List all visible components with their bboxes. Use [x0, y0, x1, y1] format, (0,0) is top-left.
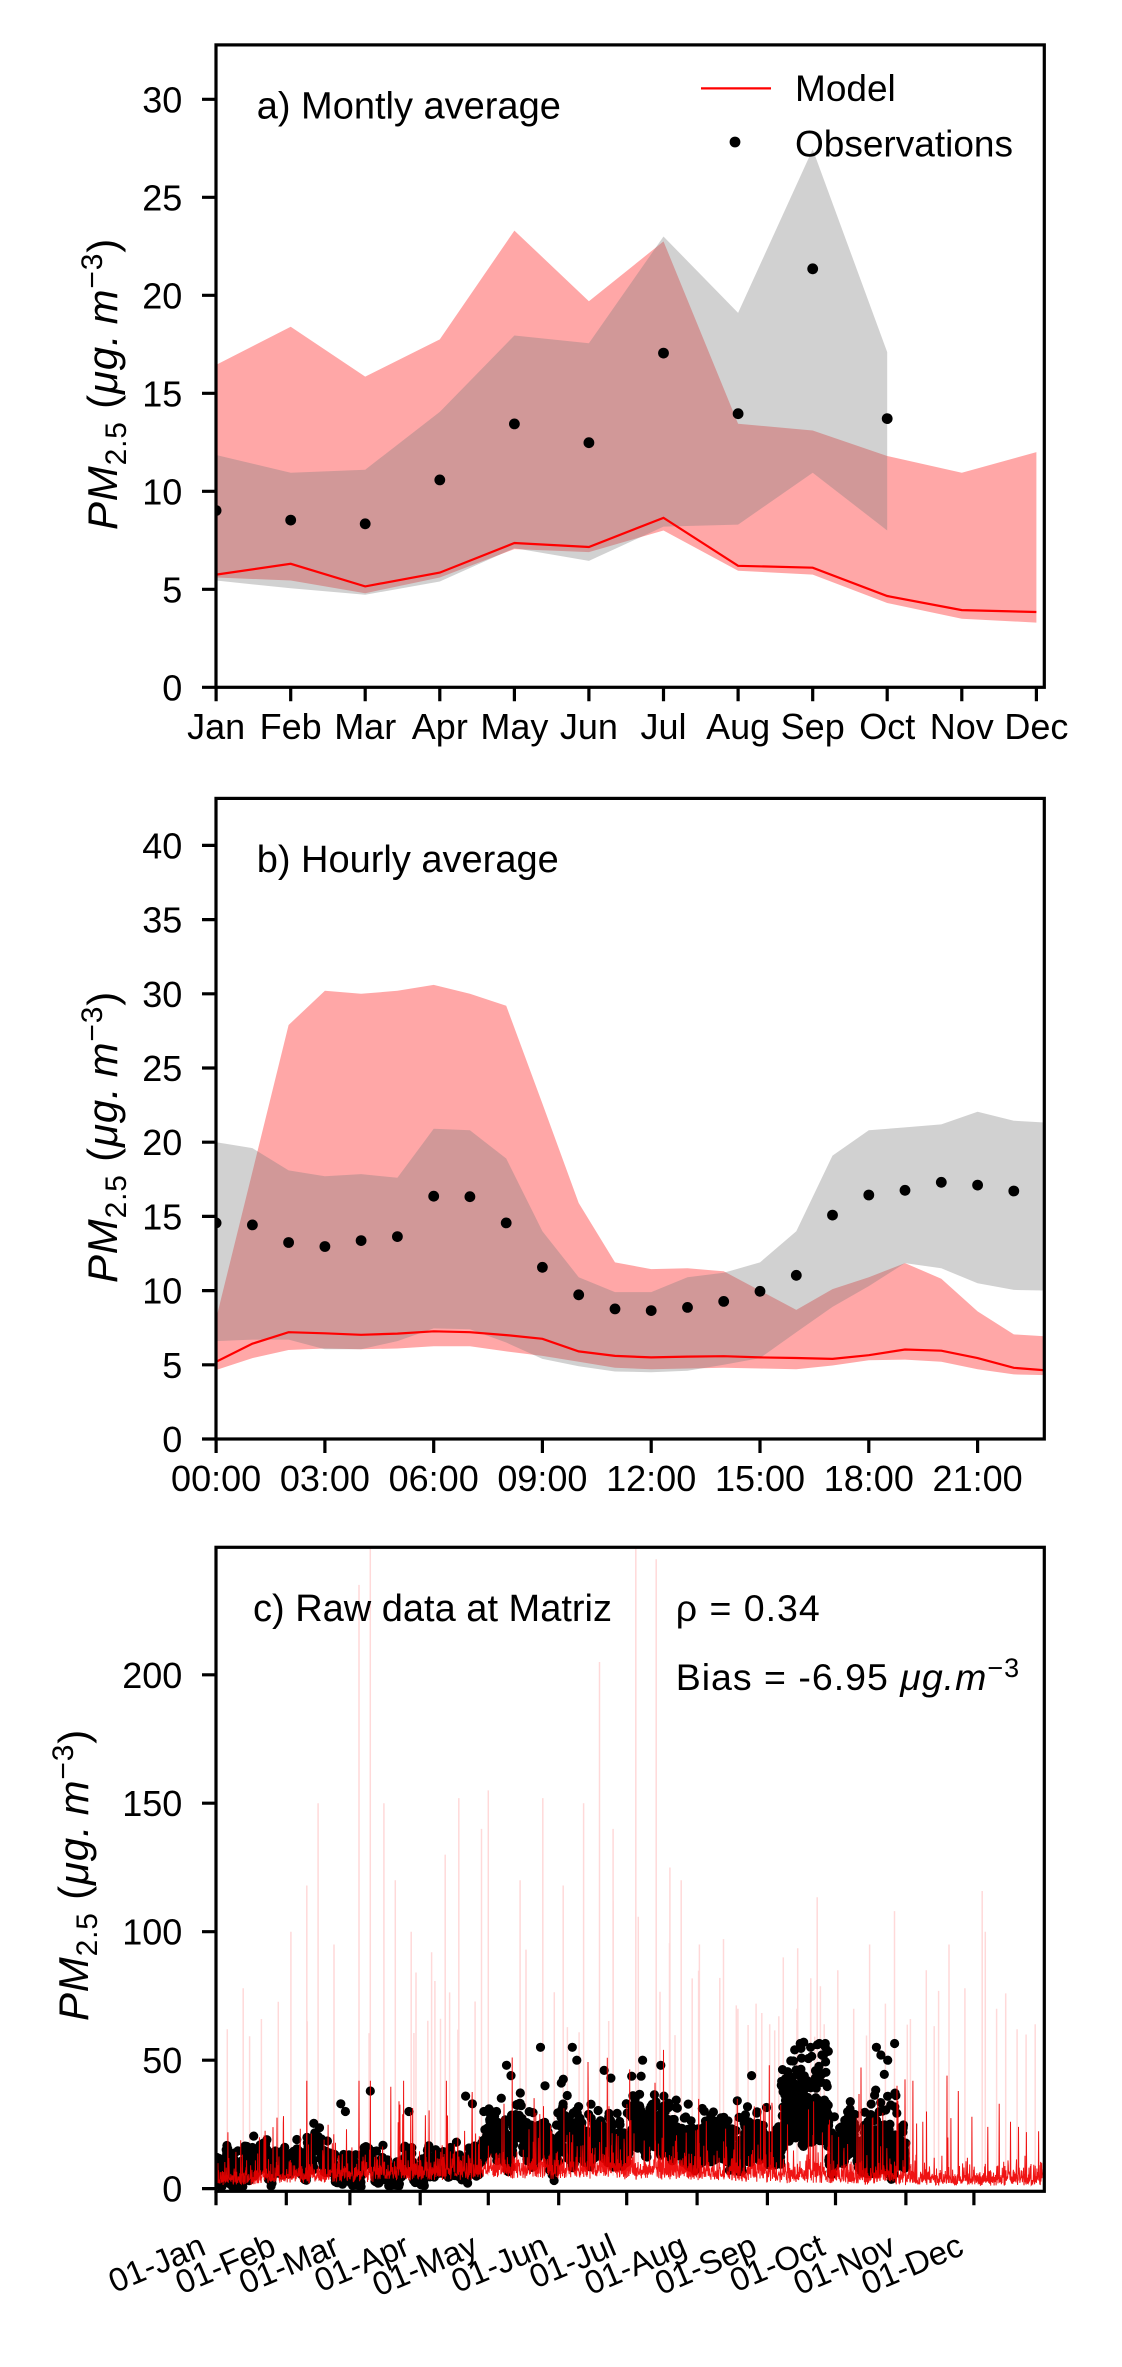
- svg-text:Aug: Aug: [706, 706, 770, 747]
- svg-text:150: 150: [122, 1783, 182, 1824]
- svg-text:Jan: Jan: [187, 706, 245, 747]
- svg-text:Mar: Mar: [334, 706, 396, 747]
- svg-text:00:00: 00:00: [171, 1458, 261, 1499]
- svg-text:Bias = -6.95 μg.m−3: Bias = -6.95 μg.m−3: [676, 1653, 1020, 1698]
- svg-text:Nov: Nov: [930, 706, 994, 747]
- svg-text:Jun: Jun: [560, 706, 618, 747]
- svg-text:10: 10: [142, 471, 182, 512]
- svg-text:20: 20: [142, 1122, 182, 1163]
- svg-text:40: 40: [142, 825, 182, 866]
- svg-text:5: 5: [162, 1345, 182, 1386]
- svg-text:35: 35: [142, 900, 182, 941]
- svg-text:PM2.5 (μg. m−3): PM2.5 (μg. m−3): [76, 238, 133, 530]
- svg-text:25: 25: [142, 177, 182, 218]
- svg-text:0: 0: [162, 2169, 182, 2210]
- svg-text:20: 20: [142, 275, 182, 316]
- svg-text:21:00: 21:00: [933, 1458, 1023, 1499]
- svg-text:10: 10: [142, 1271, 182, 1312]
- svg-text:03:00: 03:00: [280, 1458, 370, 1499]
- svg-text:Feb: Feb: [260, 706, 322, 747]
- svg-text:Jul: Jul: [640, 706, 686, 747]
- svg-text:Apr: Apr: [412, 706, 468, 747]
- svg-text:18:00: 18:00: [824, 1458, 914, 1499]
- svg-text:Observations: Observations: [795, 124, 1013, 165]
- svg-text:30: 30: [142, 974, 182, 1015]
- svg-text:15:00: 15:00: [715, 1458, 805, 1499]
- svg-text:0: 0: [162, 1419, 182, 1460]
- svg-text:a) Montly average: a) Montly average: [257, 86, 561, 128]
- svg-text:b) Hourly average: b) Hourly average: [257, 839, 559, 881]
- svg-text:100: 100: [122, 1912, 182, 1953]
- svg-text:50: 50: [142, 2040, 182, 2081]
- svg-text:Sep: Sep: [781, 706, 845, 747]
- svg-text:ρ = 0.34: ρ = 0.34: [676, 1587, 821, 1629]
- svg-text:Oct: Oct: [859, 706, 915, 747]
- svg-text:12:00: 12:00: [606, 1458, 696, 1499]
- svg-text:May: May: [480, 706, 548, 747]
- svg-text:0: 0: [162, 667, 182, 708]
- svg-text:09:00: 09:00: [497, 1458, 587, 1499]
- svg-text:200: 200: [122, 1655, 182, 1696]
- svg-text:Dec: Dec: [1004, 706, 1068, 747]
- svg-text:25: 25: [142, 1048, 182, 1089]
- svg-text:PM2.5 (μg. m−3): PM2.5 (μg. m−3): [47, 1729, 104, 2021]
- svg-text:15: 15: [142, 373, 182, 414]
- svg-text:PM2.5 (μg. m−3): PM2.5 (μg. m−3): [76, 991, 133, 1283]
- svg-text:15: 15: [142, 1196, 182, 1237]
- svg-text:5: 5: [162, 569, 182, 610]
- svg-text:30: 30: [142, 79, 182, 120]
- svg-text:Model: Model: [795, 68, 896, 109]
- svg-text:c) Raw data at Matriz: c) Raw data at Matriz: [253, 1588, 612, 1630]
- svg-text:06:00: 06:00: [389, 1458, 479, 1499]
